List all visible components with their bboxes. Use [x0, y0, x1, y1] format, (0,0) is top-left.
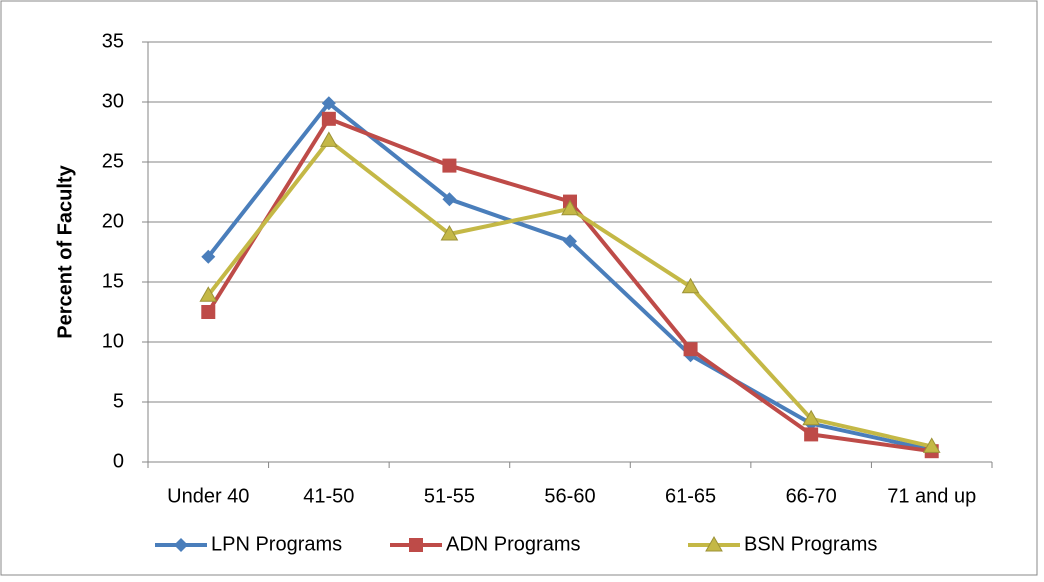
x-tick-label: 61-65 [665, 485, 716, 507]
y-tick-label: 20 [102, 210, 124, 232]
y-tick-label: 35 [102, 30, 124, 52]
marker [563, 234, 577, 249]
marker [174, 538, 188, 552]
y-tick-label: 5 [113, 390, 124, 412]
y-tick-label: 0 [113, 450, 124, 472]
marker [442, 158, 457, 173]
y-axis-title: Percent of Faculty [54, 164, 76, 338]
y-tick-label: 15 [102, 270, 124, 292]
marker [683, 342, 698, 357]
marker [681, 277, 700, 294]
marker [201, 305, 216, 319]
marker [321, 111, 336, 126]
x-tick-label: 56-60 [544, 485, 595, 507]
x-tick-label: Under 40 [167, 485, 249, 507]
y-tick-label: 25 [102, 150, 124, 172]
legend-label: ADN Programs [446, 533, 580, 555]
y-tick-label: 30 [102, 90, 124, 112]
x-tick-label: 71 and up [887, 485, 976, 507]
marker [440, 224, 459, 241]
x-tick-label: 51-55 [424, 485, 475, 507]
marker [409, 538, 423, 552]
marker [802, 409, 821, 426]
y-tick-label: 10 [102, 330, 124, 352]
marker [705, 535, 723, 552]
marker [321, 96, 336, 111]
x-tick-label: 66-70 [786, 485, 837, 507]
marker [201, 249, 216, 264]
legend-label: LPN Programs [211, 533, 342, 555]
x-tick-label: 41-50 [303, 485, 354, 507]
marker [319, 131, 338, 147]
marker [561, 199, 579, 216]
marker [804, 427, 819, 442]
marker [199, 286, 218, 302]
marker [922, 437, 941, 453]
legend-label: BSN Programs [744, 533, 877, 555]
marker [442, 192, 457, 207]
